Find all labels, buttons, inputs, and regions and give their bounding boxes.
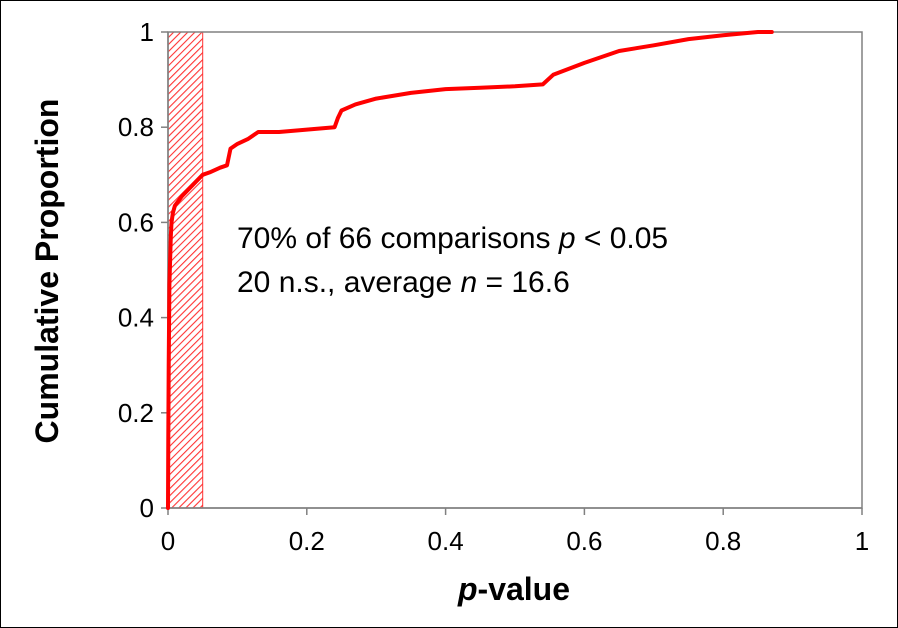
x-tick-label: 1 <box>855 526 869 556</box>
y-axis-ticks: 0 0.2 0.4 0.6 0.8 1 <box>118 17 168 523</box>
shaded-significance-region <box>167 31 204 509</box>
y-tick-label: 0 <box>140 493 154 523</box>
annotation-line-2-italic: n <box>460 266 477 299</box>
x-axis-title-italic: p <box>457 571 478 607</box>
y-tick-label: 0.4 <box>118 303 154 333</box>
x-tick-label: 0.2 <box>289 526 325 556</box>
x-tick-label: 0.6 <box>566 526 602 556</box>
annotation-line-2-suffix: = 16.6 <box>477 266 570 299</box>
y-axis-title: Cumulative Proportion <box>29 99 65 444</box>
x-tick-label: 0 <box>161 526 175 556</box>
annotation-line-2-prefix: 20 n.s., average <box>237 266 460 299</box>
x-tick-label: 0.4 <box>428 526 464 556</box>
cumulative-proportion-line <box>166 30 774 510</box>
y-tick-label: 1 <box>140 17 154 47</box>
x-axis-ticks: 0 0.2 0.4 0.6 0.8 1 <box>161 508 869 556</box>
y-tick-label: 0.8 <box>118 112 154 142</box>
x-tick-label: 0.8 <box>705 526 741 556</box>
x-axis-title: p-value <box>457 571 570 607</box>
annotation-line-1: 70% of 66 comparisons p < 0.05 <box>237 222 668 255</box>
x-axis-title-rest: -value <box>478 571 570 607</box>
annotation-line-1-italic: p <box>558 222 576 255</box>
y-tick-label: 0.2 <box>118 398 154 428</box>
y-tick-label: 0.6 <box>118 207 154 237</box>
annotation-line-1-suffix: < 0.05 <box>576 222 669 255</box>
annotation-line-2: 20 n.s., average n = 16.6 <box>237 266 570 299</box>
annotation-line-1-prefix: 70% of 66 comparisons <box>237 222 559 255</box>
